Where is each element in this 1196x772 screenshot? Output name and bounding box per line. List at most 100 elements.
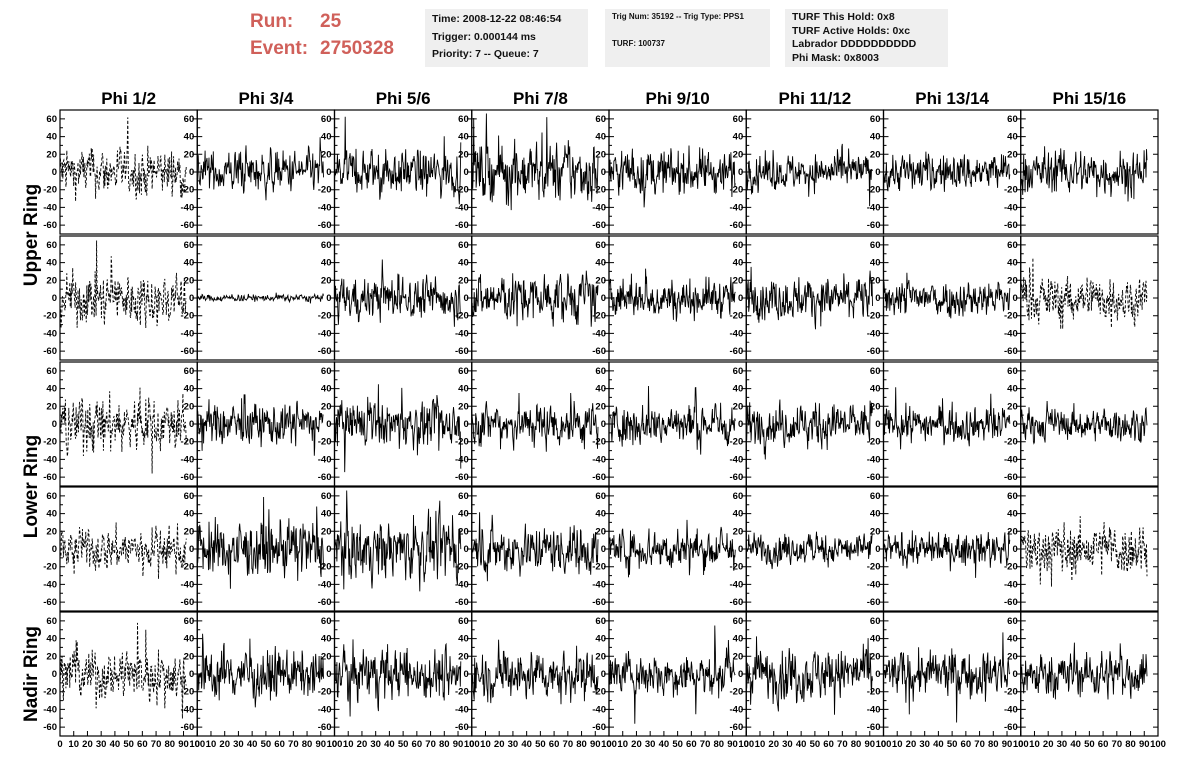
y-tick-label: 40 <box>46 132 57 143</box>
y-tick-label: 20 <box>184 526 195 537</box>
y-tick-marks <box>609 620 747 728</box>
y-tick-label: 40 <box>321 258 332 269</box>
y-tick-label: 60 <box>595 114 606 125</box>
y-tick-label: 0 <box>875 293 880 304</box>
column-header: Phi 3/4 <box>238 89 293 108</box>
y-tick-label: 60 <box>46 114 57 125</box>
y-tick-label: 20 <box>46 651 57 662</box>
y-tick-label: -40 <box>318 454 332 465</box>
x-tick-label: 100 <box>1150 739 1166 750</box>
y-tick-label: 60 <box>184 491 195 502</box>
y-tick-label: -60 <box>455 346 469 357</box>
y-tick-label: 40 <box>1007 384 1018 395</box>
y-tick-label: -40 <box>181 454 195 465</box>
y-tick-label: 20 <box>321 526 332 537</box>
x-tick-label: 60 <box>137 739 148 750</box>
x-tick-label: 40 <box>1070 739 1081 750</box>
priority-line: Priority: 7 -- Queue: 7 <box>432 48 539 60</box>
x-tick-label: 20 <box>906 739 917 750</box>
y-tick-label: 20 <box>1007 401 1018 412</box>
y-tick-label: -60 <box>181 597 195 608</box>
x-tick-label: 30 <box>782 739 793 750</box>
y-tick-label: -60 <box>592 722 606 733</box>
y-tick-label: -20 <box>43 562 57 573</box>
y-tick-label: 60 <box>595 366 606 377</box>
y-tick-label: -20 <box>730 687 744 698</box>
waveform-trace <box>745 531 873 570</box>
x-tick-label: 0 <box>606 739 611 750</box>
y-tick-label: 40 <box>595 132 606 143</box>
x-tick-marks <box>1020 731 1159 736</box>
x-tick-label: 70 <box>563 739 574 750</box>
y-tick-label: 40 <box>184 634 195 645</box>
y-tick-label: -20 <box>1004 437 1018 448</box>
y-tick-label: 60 <box>458 114 469 125</box>
waveform-trace <box>334 259 462 327</box>
y-tick-label: -60 <box>181 220 195 231</box>
y-tick-label: -60 <box>455 220 469 231</box>
x-tick-label: 60 <box>961 739 972 750</box>
y-tick-label: 20 <box>1007 149 1018 160</box>
y-tick-label: 40 <box>458 634 469 645</box>
y-tick-label: 60 <box>1007 240 1018 251</box>
x-tick-label: 70 <box>425 739 436 750</box>
y-tick-label: 0 <box>738 669 743 680</box>
waveform-trace <box>745 266 873 330</box>
x-tick-label: 80 <box>165 739 176 750</box>
x-tick-label: 60 <box>1098 739 1109 750</box>
x-tick-label: 30 <box>1057 739 1068 750</box>
y-tick-label: 40 <box>46 634 57 645</box>
y-tick-label: -60 <box>43 597 57 608</box>
y-tick-label: 40 <box>184 132 195 143</box>
y-tick-label: -60 <box>455 472 469 483</box>
waveform-trace <box>471 392 599 452</box>
waveform-trace <box>1020 516 1148 587</box>
y-tick-label: -20 <box>867 562 881 573</box>
y-tick-label: 20 <box>46 149 57 160</box>
waveform-trace <box>883 272 1011 319</box>
y-tick-label: -40 <box>592 579 606 590</box>
y-tick-label: 20 <box>595 401 606 412</box>
y-tick-label: 20 <box>595 651 606 662</box>
y-tick-label: 60 <box>46 366 57 377</box>
column-header: Phi 1/2 <box>101 89 156 108</box>
y-tick-label: 60 <box>595 240 606 251</box>
y-tick-label: -60 <box>1004 722 1018 733</box>
y-tick-label: 0 <box>463 167 468 178</box>
y-tick-label: 0 <box>875 544 880 555</box>
x-tick-label: 80 <box>714 739 725 750</box>
x-tick-label: 20 <box>357 739 368 750</box>
y-tick-label: -20 <box>181 687 195 698</box>
waveform-trace <box>196 137 324 201</box>
y-tick-label: 20 <box>595 275 606 286</box>
y-tick-label: 40 <box>870 634 881 645</box>
y-tick-label: -20 <box>181 185 195 196</box>
row-label: Lower Ring <box>21 435 42 538</box>
y-tick-label: 60 <box>1007 366 1018 377</box>
y-tick-label: 60 <box>595 616 606 627</box>
y-tick-label: 40 <box>321 132 332 143</box>
waveform-trace <box>883 632 1011 723</box>
x-tick-label: 100 <box>876 739 892 750</box>
y-tick-label: 20 <box>184 651 195 662</box>
x-tick-label: 60 <box>823 739 834 750</box>
x-tick-label: 70 <box>974 739 985 750</box>
waveform-trace <box>196 292 324 304</box>
y-tick-label: 40 <box>1007 132 1018 143</box>
x-tick-marks <box>196 731 335 736</box>
waveform-trace <box>471 512 599 582</box>
y-tick-label: -20 <box>1004 185 1018 196</box>
y-tick-label: 20 <box>1007 275 1018 286</box>
y-tick-label: -40 <box>592 328 606 339</box>
y-tick-label: 60 <box>1007 491 1018 502</box>
y-tick-label: 60 <box>733 240 744 251</box>
y-tick-label: -40 <box>455 579 469 590</box>
event-label: Event: <box>250 38 309 59</box>
y-tick-label: -60 <box>43 220 57 231</box>
x-tick-label: 20 <box>494 739 505 750</box>
x-tick-label: 10 <box>892 739 903 750</box>
y-tick-label: 0 <box>52 293 57 304</box>
y-tick-label: 0 <box>1012 167 1017 178</box>
x-tick-label: 90 <box>727 739 738 750</box>
y-tick-label: 0 <box>52 419 57 430</box>
